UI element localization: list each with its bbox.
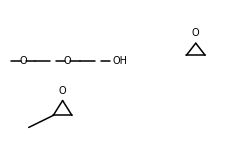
Text: O: O bbox=[63, 56, 71, 66]
Text: O: O bbox=[59, 86, 67, 96]
Text: O: O bbox=[19, 56, 27, 66]
Text: O: O bbox=[192, 28, 200, 38]
Text: OH: OH bbox=[113, 56, 128, 66]
